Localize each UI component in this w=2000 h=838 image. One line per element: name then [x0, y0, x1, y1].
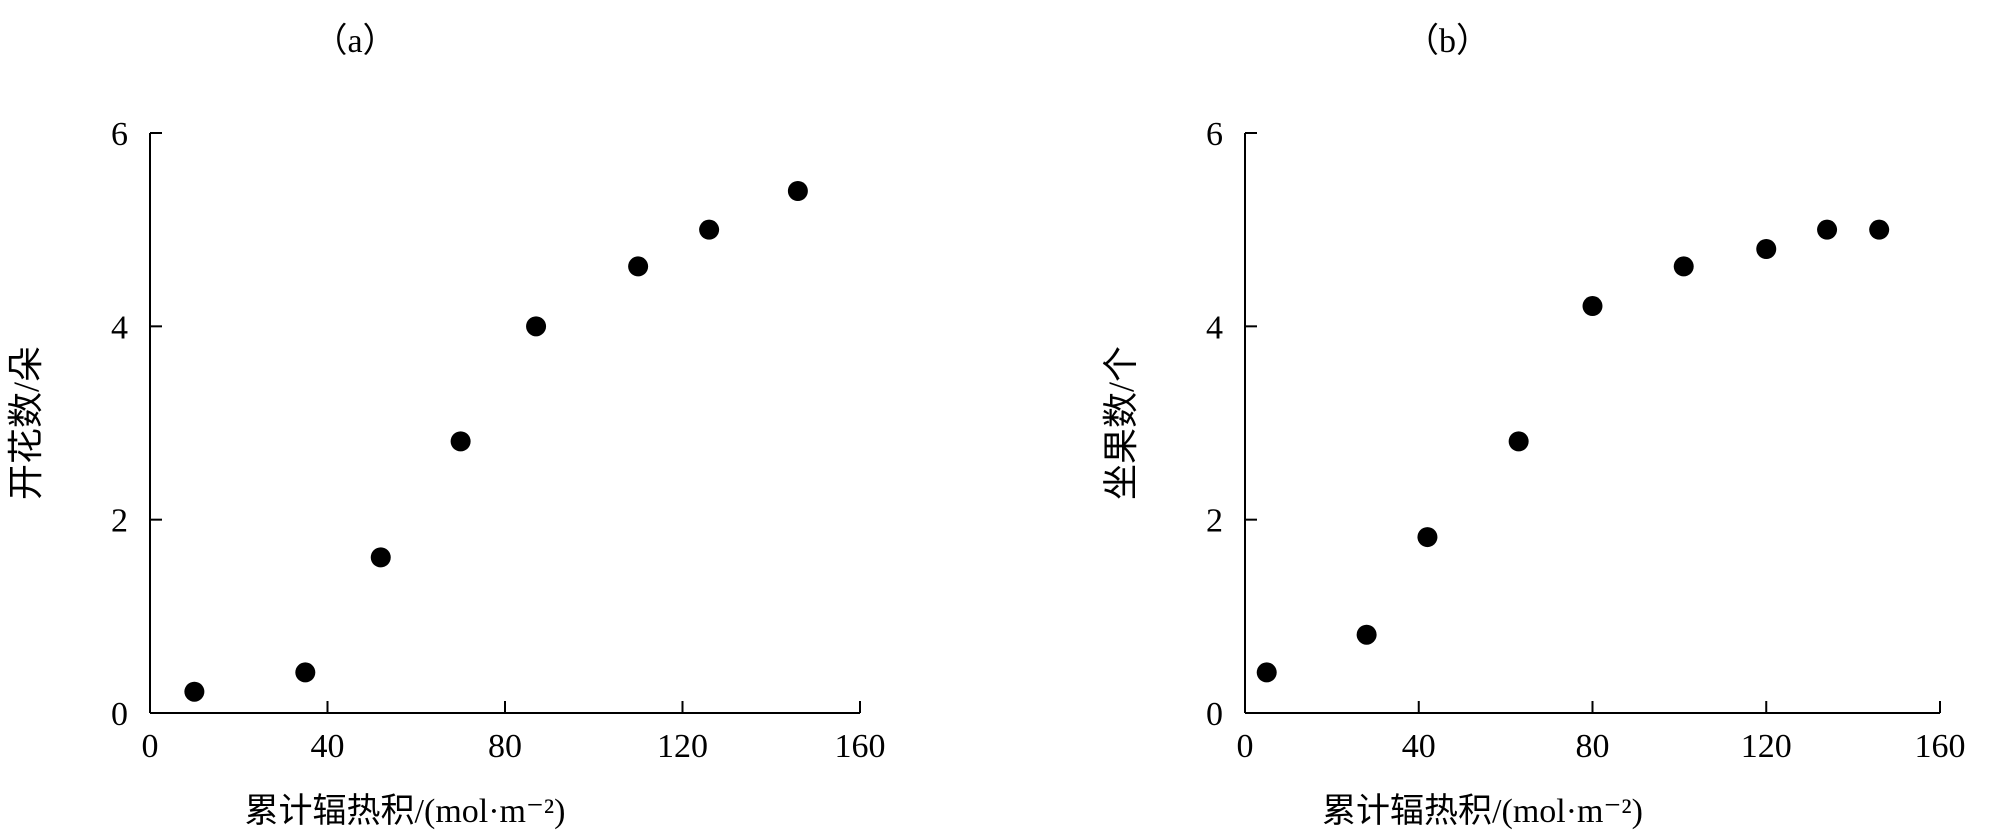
- data-point: [1356, 624, 1377, 645]
- y-tick-label: 6: [1206, 116, 1223, 153]
- data-point: [1817, 219, 1838, 240]
- panel-label: （b）: [1405, 22, 1490, 60]
- data-point: [526, 316, 547, 337]
- data-point: [295, 662, 316, 683]
- y-tick-label: 4: [111, 309, 128, 346]
- x-tick-label: 40: [311, 728, 345, 765]
- data-point: [450, 431, 471, 452]
- data-point: [1673, 256, 1694, 277]
- x-tick-label: 0: [142, 728, 159, 765]
- y-axis-label: 坐果数/个: [1101, 346, 1141, 500]
- x-tick-label: 120: [1741, 728, 1792, 765]
- x-tick-label: 40: [1402, 728, 1436, 765]
- x-tick-label: 0: [1237, 728, 1254, 765]
- data-point: [184, 681, 205, 702]
- data-point: [1582, 296, 1603, 317]
- panel-b: 0 40 80 120 160 0 2 4 6 （b） 累计辐热积/(mol·m⁻²) 坐果数/个: [1101, 22, 1966, 830]
- data-point: [699, 219, 720, 240]
- data-point: [1417, 527, 1438, 548]
- y-tick-label: 0: [111, 696, 128, 733]
- y-tick-label: 4: [1206, 309, 1223, 346]
- x-tick-label: 160: [1915, 728, 1966, 765]
- x-axis-label: 累计辐热积/(mol·m⁻²): [1322, 792, 1643, 830]
- y-tick-label: 2: [1206, 503, 1223, 540]
- data-point: [1508, 431, 1529, 452]
- x-axis-label: 累计辐热积/(mol·m⁻²): [245, 792, 566, 830]
- x-tick-label: 80: [1576, 728, 1610, 765]
- x-tick-label: 80: [488, 728, 522, 765]
- panel-label: （a）: [313, 22, 396, 60]
- panel-a: 0 40 80 120 160 0 2 4 6 （a） 累计辐热积/(mol·m⁻²) 开花数/朵: [6, 22, 886, 830]
- x-tick-label: 120: [657, 728, 708, 765]
- y-tick-label: 6: [111, 116, 128, 153]
- y-axis-label: 开花数/朵: [6, 346, 46, 500]
- y-tick-label: 0: [1206, 696, 1223, 733]
- data-point: [1256, 662, 1277, 683]
- y-tick-label: 2: [111, 503, 128, 540]
- data-point: [370, 547, 391, 568]
- x-tick-label: 160: [835, 728, 886, 765]
- data-point: [787, 181, 808, 201]
- data-point: [1869, 219, 1890, 240]
- data-point: [1756, 239, 1777, 259]
- data-point: [628, 256, 649, 277]
